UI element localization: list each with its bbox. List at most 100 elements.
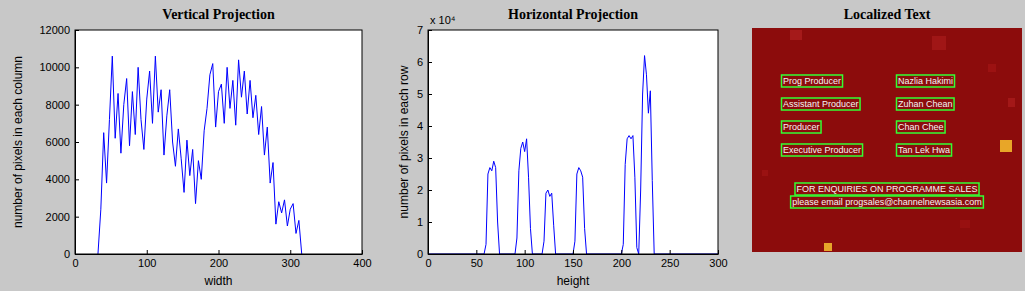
tick-label: 1	[417, 216, 423, 228]
tick-mark	[75, 217, 79, 218]
panel: 0 100 200 300 4000 2000 4000 6000 8000 10000 12000…	[11, 7, 372, 288]
text-box	[791, 196, 984, 208]
scene-text: Assistant Producer	[783, 99, 859, 109]
scene-text: Nazlia Hakimi	[898, 76, 953, 86]
tick-label: 200	[210, 257, 228, 269]
tick-label: 0	[425, 257, 431, 269]
data-line	[98, 56, 302, 254]
image-patch	[762, 170, 768, 176]
tick: 2000	[46, 211, 79, 223]
tick-label: 100	[516, 257, 534, 269]
tick-mark	[525, 250, 526, 254]
axis-multiplier: x 10⁴	[430, 14, 456, 26]
chart-title: Localized Text	[844, 7, 931, 22]
tick-label: 4000	[46, 173, 70, 185]
tick-mark	[219, 250, 220, 254]
tick-mark	[670, 250, 671, 254]
data-layer	[98, 56, 302, 254]
tick-label: 4	[417, 120, 423, 132]
image-background	[752, 28, 1022, 252]
tick-label: 100	[138, 257, 156, 269]
scene-text: Chan Chee	[898, 122, 944, 132]
x-axis-title: height	[557, 274, 590, 288]
x-axis: 0 100 200 300 400	[72, 250, 371, 269]
figure: 0100200300400020004000600080001000012000…	[0, 0, 1025, 291]
text-box	[897, 98, 955, 110]
tick: 2	[417, 184, 432, 196]
tick-label: 2000	[46, 211, 70, 223]
tick-label: 150	[564, 257, 582, 269]
y-axis: 020004000600080001000012000	[39, 24, 79, 260]
tick: 3	[417, 152, 432, 164]
plot-frame	[75, 30, 362, 254]
image-patch	[824, 243, 832, 251]
tick-label: 6000	[46, 136, 70, 148]
tick: 4	[417, 120, 432, 132]
tick: 1	[417, 216, 432, 228]
chart-title: Horizontal Projection	[508, 7, 638, 22]
tick-label: 250	[661, 257, 679, 269]
text-box	[782, 75, 843, 87]
text-box	[795, 183, 979, 195]
tick: 200	[210, 250, 228, 269]
tick-label: 300	[709, 257, 727, 269]
tick-label: 3	[417, 152, 423, 164]
scene-text: Executive Producer	[783, 145, 861, 155]
tick: 50	[471, 250, 483, 269]
tick: 6	[417, 56, 432, 68]
tick-mark	[290, 250, 291, 254]
text-box	[897, 75, 955, 87]
plot-area	[75, 30, 362, 254]
tick-label: 5	[417, 88, 423, 100]
tick-mark	[428, 158, 432, 159]
tick-mark	[428, 126, 432, 127]
scene-text: Prog Producer	[783, 76, 841, 86]
text-box	[897, 121, 946, 133]
tick-mark	[147, 250, 148, 254]
data-layer	[428, 56, 718, 254]
image-patch	[988, 64, 996, 72]
tick-mark	[75, 142, 79, 143]
tick-label: 50	[471, 257, 483, 269]
tick: 200	[613, 250, 631, 269]
image-patch	[1000, 140, 1012, 152]
tick-label: 400	[353, 257, 371, 269]
y-axis-title: number of pixels in each row	[397, 65, 411, 218]
tick-label: 12000	[39, 24, 70, 36]
image-patch	[1008, 98, 1015, 107]
scene-text: Zuhan Chean	[898, 99, 953, 109]
x-axis: 0 50 100 150 200 250 300	[425, 250, 727, 269]
tick: 150	[564, 250, 582, 269]
tick: 250	[661, 250, 679, 269]
tick-label: 200	[613, 257, 631, 269]
tick: 5	[417, 88, 432, 100]
image-patch	[790, 30, 802, 40]
tick-mark	[476, 250, 477, 254]
tick: 12000	[39, 24, 79, 36]
tick-label: 0	[417, 248, 423, 260]
image-patch	[960, 220, 970, 228]
tick-mark	[428, 62, 432, 63]
y-axis-title: number of pixels in each column	[11, 56, 25, 228]
scene-text: Tan Lek Hwa	[898, 145, 950, 155]
chart-title: Vertical Projection	[162, 7, 275, 22]
text-box	[782, 144, 863, 156]
figure-background	[0, 0, 1025, 291]
y-axis: 01234567	[417, 24, 432, 260]
tick-mark	[428, 94, 432, 95]
tick-label: 0	[72, 257, 78, 269]
tick-mark	[428, 190, 432, 191]
tick-mark	[428, 222, 432, 223]
scene-text: please email progsales@channelnewsasia.c…	[792, 197, 982, 207]
tick: 4000	[46, 173, 79, 185]
tick: 8000	[46, 99, 79, 111]
tick-mark	[621, 250, 622, 254]
tick-mark	[573, 250, 574, 254]
image-panel: Localized Text Prog Producer Nazlia Hakimi…	[752, 7, 1022, 252]
tick-label: 10000	[39, 61, 70, 73]
tick: 300	[282, 250, 300, 269]
x-axis-title: width	[203, 274, 232, 288]
tick: 10000	[39, 61, 79, 73]
tick-label: 300	[282, 257, 300, 269]
data-line	[428, 56, 718, 254]
